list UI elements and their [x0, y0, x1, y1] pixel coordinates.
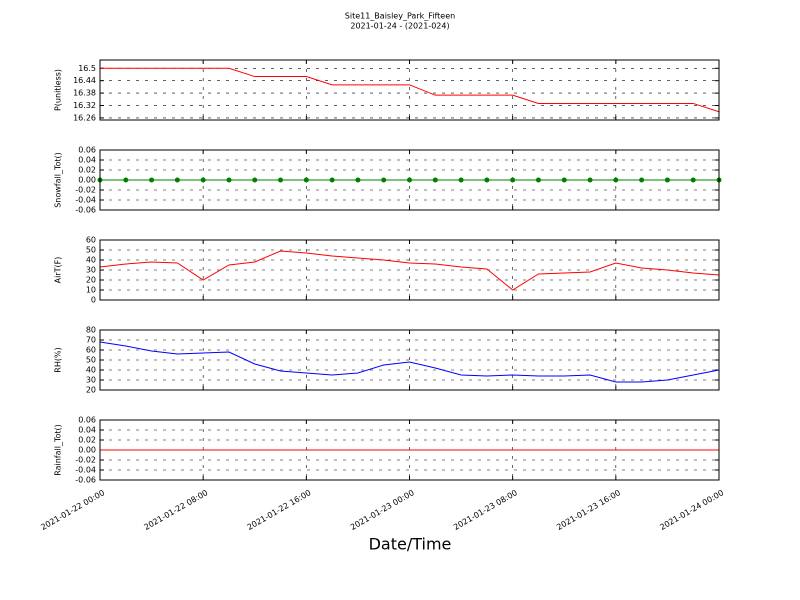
y-tick-label: 80 — [86, 326, 96, 335]
y-tick-label: -0.04 — [75, 466, 96, 475]
data-point — [355, 177, 361, 183]
x-tick-label: 2021-01-23 08:00 — [452, 488, 519, 532]
y-tick-label: 50 — [86, 356, 96, 365]
data-point — [664, 177, 670, 183]
y-tick-label: 30 — [86, 376, 96, 385]
y-tick-label: 60 — [86, 236, 96, 245]
y-tick-label: 10 — [86, 286, 96, 295]
y-axis-label: Snowfall_Tot() — [54, 152, 63, 208]
data-point — [535, 177, 541, 183]
y-tick-label: 50 — [86, 246, 96, 255]
data-point — [561, 177, 567, 183]
plot-frame — [99, 239, 720, 301]
y-tick-label: 16.32 — [73, 101, 96, 110]
data-point — [149, 177, 155, 183]
data-point — [407, 177, 412, 183]
data-point — [174, 177, 180, 183]
y-tick-label: 0.04 — [78, 426, 96, 435]
data-line — [99, 250, 720, 291]
data-point — [123, 177, 129, 183]
y-tick-label: -0.04 — [75, 196, 96, 205]
y-tick-label: 30 — [86, 266, 96, 275]
data-point — [639, 177, 645, 183]
y-tick-label: 0.00 — [78, 176, 96, 185]
y-tick-label: 0.02 — [78, 166, 96, 175]
y-tick-label: 60 — [86, 346, 96, 355]
y-tick-label: 0.00 — [78, 446, 96, 455]
data-point — [510, 177, 516, 183]
data-point — [252, 177, 258, 183]
data-point — [200, 177, 206, 183]
plot-frame — [99, 149, 720, 211]
data-point — [432, 177, 438, 183]
y-axis-label: AirT(F) — [54, 257, 63, 284]
x-tick-label: 2021-01-22 08:00 — [142, 488, 209, 532]
data-point — [278, 177, 284, 183]
y-tick-label: 0.02 — [78, 436, 96, 445]
data-line — [100, 67, 720, 113]
data-point — [458, 177, 464, 183]
y-tick-label: -0.02 — [75, 186, 96, 195]
chart-title: Site11_Baisley_Park_Fifteen — [345, 12, 455, 21]
data-point — [690, 177, 696, 183]
x-tick-label: 2021-01-24 00:00 — [658, 488, 725, 532]
x-tick-label: 2021-01-22 16:00 — [246, 488, 313, 532]
x-tick-label: 2021-01-23 00:00 — [349, 488, 416, 532]
y-axis-label: RH(%) — [54, 347, 63, 372]
data-point — [381, 177, 387, 183]
data-line — [99, 341, 720, 383]
y-tick-label: -0.06 — [75, 206, 96, 215]
y-axis-label: Rainfall_Tot() — [54, 424, 63, 476]
y-axis-label: P(unitless) — [54, 69, 63, 111]
y-tick-label: 0.06 — [78, 146, 96, 155]
y-tick-label: -0.06 — [75, 476, 96, 485]
y-tick-label: 0 — [91, 296, 96, 305]
y-tick-label: -0.02 — [75, 456, 96, 465]
x-tick-label: 2021-01-23 16:00 — [555, 488, 622, 532]
plot-frame — [99, 419, 720, 481]
data-point — [303, 177, 309, 183]
chart-subtitle: 2021-01-24 - (2021-024) — [350, 22, 449, 31]
data-point — [329, 177, 335, 183]
y-tick-label: 20 — [86, 276, 96, 285]
y-tick-label: 16.44 — [73, 76, 96, 85]
y-tick-label: 20 — [86, 386, 96, 395]
plot-frame — [99, 329, 720, 391]
y-tick-label: 0.06 — [78, 416, 96, 425]
y-tick-label: 40 — [86, 366, 96, 375]
plot-frame — [99, 59, 720, 121]
x-axis-label: Date/Time — [369, 535, 452, 554]
y-tick-label: 70 — [86, 336, 96, 345]
y-tick-label: 0.04 — [78, 156, 96, 165]
data-point — [613, 177, 619, 183]
y-tick-label: 16.26 — [73, 113, 96, 122]
y-tick-label: 16.5 — [78, 64, 96, 73]
y-tick-label: 40 — [86, 256, 96, 265]
data-point — [226, 177, 232, 183]
data-point — [587, 177, 593, 183]
data-point — [484, 177, 490, 183]
y-tick-label: 16.38 — [73, 89, 96, 98]
x-tick-label: 2021-01-22 00:00 — [39, 488, 106, 532]
